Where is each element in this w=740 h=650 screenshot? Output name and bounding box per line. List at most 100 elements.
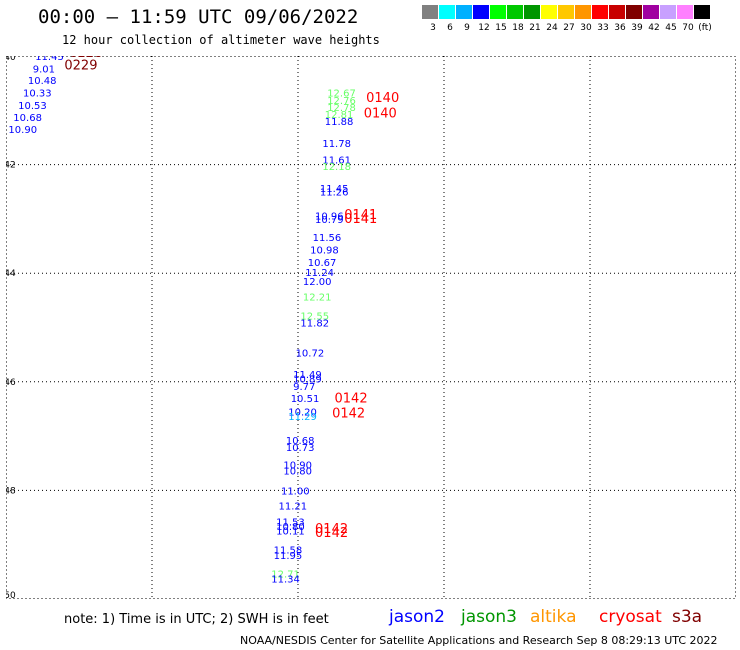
wave-height-value: 12.81 [325, 110, 354, 121]
satellite-altika: altika [530, 607, 577, 627]
color-swatch [575, 5, 591, 19]
color-swatch [609, 5, 625, 19]
pass-time-label: 0142 [332, 407, 365, 422]
color-scale-tick: 15 [495, 23, 507, 33]
color-scale-tick: 6 [447, 23, 453, 33]
satellite-s3a: s3a [672, 607, 703, 627]
wave-height-value: 11.56 [313, 233, 342, 244]
pass-time-label: 0228 [69, 56, 102, 61]
chart-title: 00:00 – 11:59 UTC 09/06/2022 [38, 6, 359, 28]
wave-height-value: 10.67 [308, 258, 337, 269]
color-swatch [439, 5, 455, 19]
note-text: note: 1) Time is in UTC; 2) SWH is in fe… [64, 612, 329, 627]
color-scale-tick: 70 [682, 23, 694, 33]
wave-height-value: 11.45 [35, 56, 64, 63]
color-swatch [422, 5, 438, 19]
wave-height-value: 9.01 [33, 64, 55, 75]
color-scale-tick: 39 [631, 23, 643, 33]
pass-time-label: 0142 [315, 526, 348, 541]
wave-height-value: 12.21 [303, 292, 332, 303]
wave-height-value: 11.82 [300, 318, 329, 329]
wave-height-value: 11.45 [320, 184, 349, 195]
latitude-label: -44 [6, 269, 16, 279]
wave-height-value: 10.48 [28, 76, 57, 87]
color-swatch [558, 5, 574, 19]
wave-height-value: 12.71 [271, 569, 300, 580]
map-border [6, 56, 736, 599]
pass-time-label: 0140 [366, 91, 399, 106]
color-scale-tick: 12 [478, 23, 490, 33]
color-scale-tick: 9 [464, 23, 470, 33]
wave-height-value: 10.33 [23, 89, 52, 100]
wave-height-value: 11.00 [281, 487, 310, 498]
wave-height-value: 10.80 [276, 522, 305, 533]
color-scale-tick: 30 [580, 23, 592, 33]
wave-height-value: 10.20 [288, 407, 317, 418]
color-scale-tick: 42 [648, 23, 660, 33]
chart-subtitle: 12 hour collection of altimeter wave hei… [62, 33, 380, 47]
wave-height-value: 11.21 [279, 501, 308, 512]
satellite-jason2: jason2 [389, 607, 445, 627]
wave-height-value: 10.68 [13, 113, 42, 124]
color-swatch [490, 5, 506, 19]
wave-height-value: 10.89 [293, 374, 322, 385]
color-scale-tick: 21 [529, 23, 541, 33]
wave-height-value: 11.29 [288, 412, 317, 423]
wave-height-value: 12.78 [327, 103, 356, 114]
color-swatch [473, 5, 489, 19]
wave-height-map: -40-42-44-46-48-50105108111114117120 11.… [6, 56, 736, 599]
wave-height-value: 11.61 [322, 156, 351, 167]
satellite-cryosat: cryosat [599, 607, 662, 627]
latitude-label: -50 [6, 591, 16, 599]
wave-height-value: 10.90 [283, 461, 312, 472]
wave-height-value: 12.00 [303, 277, 332, 288]
wave-height-value: 10.80 [283, 467, 312, 478]
wave-height-value: 10.73 [286, 443, 315, 454]
color-swatch [456, 5, 472, 19]
color-scale-tick: (ft) [698, 23, 712, 33]
wave-height-labels: 11.459.0110.4810.3310.5310.6810.9012.671… [8, 56, 355, 586]
color-scale-tick: 45 [665, 23, 677, 33]
color-swatch [660, 5, 676, 19]
latitude-label: -42 [6, 161, 16, 171]
wave-height-value: 10.11 [276, 526, 305, 537]
color-swatch [524, 5, 540, 19]
pass-time-label: 0141 [344, 208, 377, 223]
wave-height-value: 12.76 [327, 96, 356, 107]
latitude-label: -46 [6, 378, 16, 388]
wave-height-value: 10.98 [310, 246, 339, 257]
latitude-label: -40 [6, 56, 16, 63]
satellite-jason3: jason3 [461, 607, 517, 627]
pass-time-label: 0141 [344, 212, 377, 227]
color-swatch [626, 5, 642, 19]
color-swatch [592, 5, 608, 19]
latitude-label: -48 [6, 486, 16, 496]
color-scale-tick: 18 [512, 23, 524, 33]
color-scale-tick: 3 [430, 23, 436, 33]
wave-height-value: 11.26 [320, 188, 349, 199]
wave-height-value: 11.88 [325, 117, 354, 128]
color-scale-tick: 24 [546, 23, 558, 33]
wave-height-value: 11.34 [271, 575, 300, 586]
time-labels: 0228022901400140014101410142014201420142 [64, 56, 399, 541]
wave-height-value: 11.53 [276, 518, 305, 529]
color-swatch [541, 5, 557, 19]
wave-height-value: 11.24 [305, 268, 334, 279]
wave-height-value: 11.78 [322, 139, 351, 150]
color-scale-tick: 27 [563, 23, 575, 33]
wave-height-value: 12.55 [300, 311, 329, 322]
wave-height-value: 10.53 [18, 101, 47, 112]
wave-height-value: 10.90 [8, 125, 37, 136]
axis-labels: -40-42-44-46-48-50105108111114117120 [6, 56, 16, 599]
wave-height-value: 10.68 [286, 436, 315, 447]
color-swatch [677, 5, 693, 19]
wave-height-value: 11.95 [274, 551, 303, 562]
map-grid [6, 56, 736, 599]
credit-text: NOAA/NESDIS Center for Satellite Applica… [240, 634, 718, 647]
wave-height-value: 12.18 [322, 162, 351, 173]
wave-height-value: 11.49 [293, 370, 322, 381]
wave-height-value: 10.96 [315, 211, 344, 222]
pass-time-label: 0142 [315, 522, 348, 537]
pass-time-label: 0229 [64, 59, 97, 74]
color-scale-tick: 33 [597, 23, 609, 33]
